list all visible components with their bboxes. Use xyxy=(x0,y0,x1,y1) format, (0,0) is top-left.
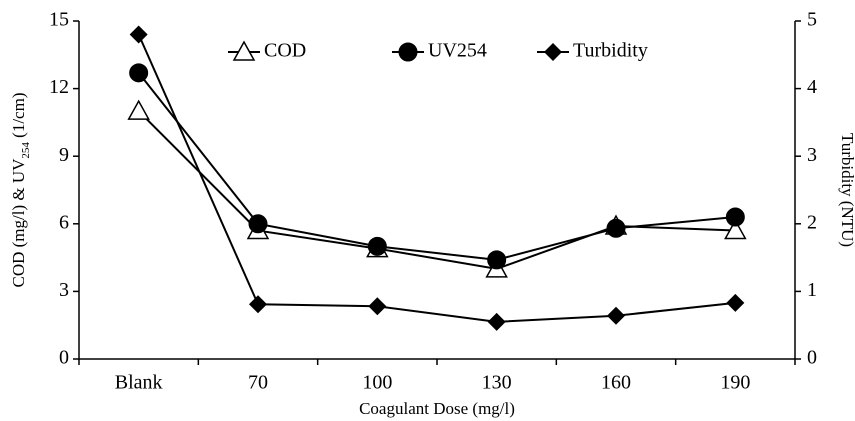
marker xyxy=(249,295,267,314)
y2-tick-label: 0 xyxy=(807,347,817,369)
legend-label: UV254 xyxy=(428,40,487,62)
x-tick-label: 190 xyxy=(720,372,750,394)
y2-tick-label: 5 xyxy=(807,9,817,31)
x-tick-label: 130 xyxy=(482,372,512,394)
marker xyxy=(725,207,745,227)
x-tick-label: 100 xyxy=(362,372,392,394)
y-tick-label: 6 xyxy=(59,211,69,233)
y-tick-label: 15 xyxy=(49,9,69,31)
marker xyxy=(248,214,268,234)
series-line xyxy=(137,34,736,323)
marker xyxy=(724,219,747,240)
marker xyxy=(127,99,150,120)
marker xyxy=(368,297,387,316)
marker xyxy=(129,25,148,44)
y-label-part: COD (mg/l) & UV xyxy=(9,158,28,288)
y-tick-label: 3 xyxy=(59,279,69,301)
x-tick-label: 160 xyxy=(601,372,631,394)
y2-tick-label: 3 xyxy=(807,144,817,166)
x-tick-label: 70 xyxy=(248,372,268,394)
marker xyxy=(398,42,418,62)
series-line xyxy=(137,72,736,261)
y-label-part: (1/cm) xyxy=(9,93,28,143)
marker xyxy=(487,312,506,331)
y2-tick-label: 4 xyxy=(807,76,817,98)
series-line xyxy=(137,110,736,270)
legend-label: Turbidity xyxy=(573,40,648,62)
marker xyxy=(544,43,562,61)
y2-tick-label: 2 xyxy=(807,211,817,233)
y-tick-label: 12 xyxy=(49,76,69,98)
y-tick-label: 9 xyxy=(59,144,69,166)
marker xyxy=(232,40,256,61)
y-axis-label: COD (mg/l) & UV254 (1/cm) xyxy=(9,93,32,288)
y2-axis-label: Turbidity (NTU) xyxy=(838,133,855,247)
x-tick-label: Blank xyxy=(115,372,163,394)
y-label-sub: 254 xyxy=(20,142,32,159)
marker xyxy=(129,63,149,83)
y-tick-label: 0 xyxy=(59,347,69,369)
x-axis-label: Coagulant Dose (mg/l) xyxy=(359,399,515,418)
marker xyxy=(606,218,626,238)
marker xyxy=(487,250,507,270)
marker xyxy=(367,236,387,256)
legend-label: COD xyxy=(264,40,306,62)
marker xyxy=(726,293,745,312)
y2-tick-label: 1 xyxy=(807,279,817,301)
marker xyxy=(607,306,625,325)
